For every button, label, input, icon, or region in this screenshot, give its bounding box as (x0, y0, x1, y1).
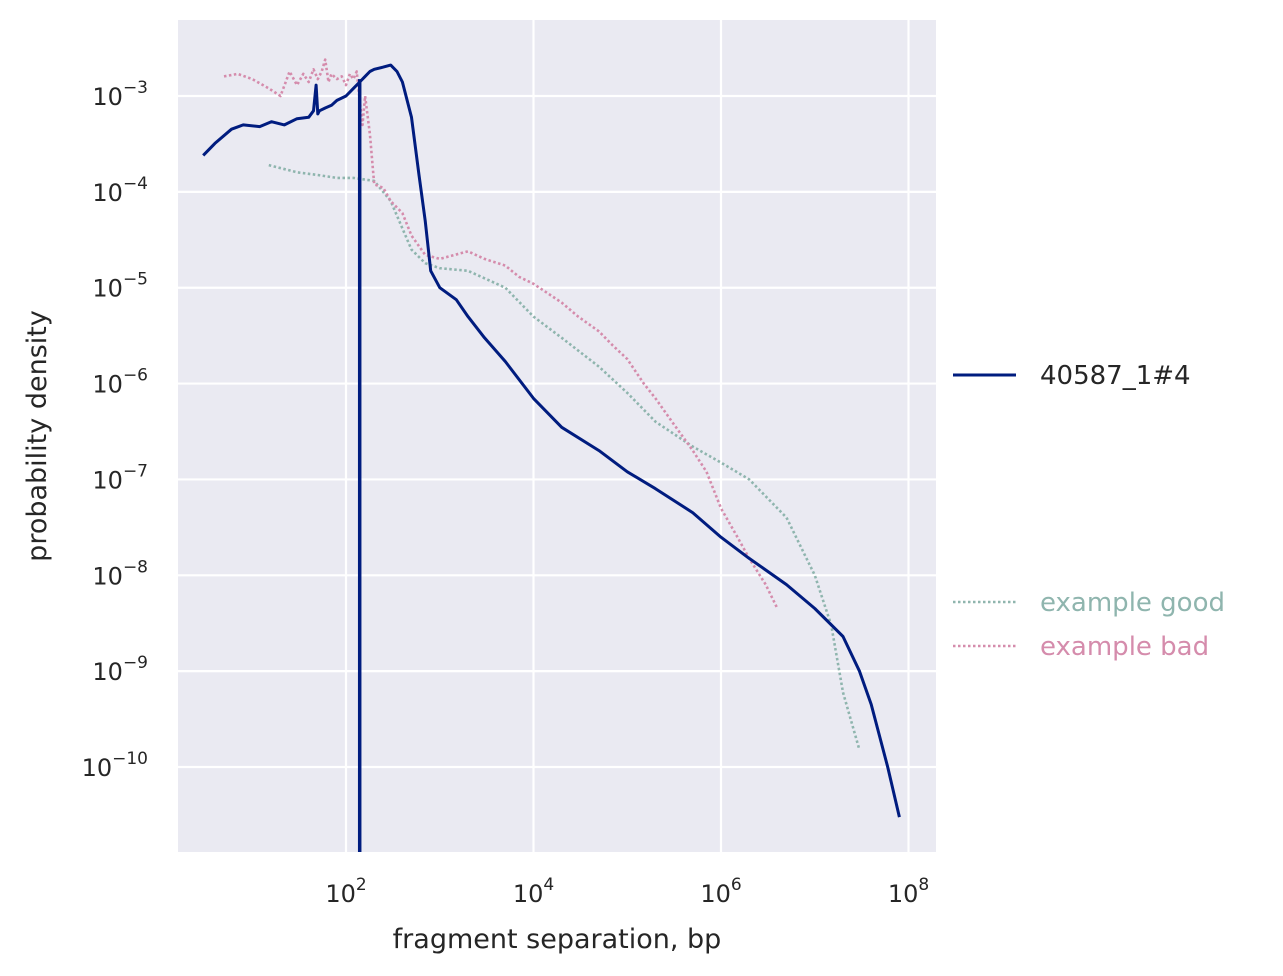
y-tick-label: 10−4 (92, 174, 148, 207)
x-tick-label: 108 (888, 875, 929, 908)
y-tick-label: 10−3 (92, 78, 148, 111)
y-tick-labels: 10−3 10−4 10−5 10−6 10−7 10−8 10−9 10−10 (82, 78, 148, 782)
y-axis-label: probability density (22, 310, 53, 562)
plot-background (178, 20, 936, 852)
y-tick-label: 10−9 (92, 653, 148, 686)
x-tick-labels: 102 104 106 108 (325, 875, 929, 908)
x-tick-label: 102 (325, 875, 366, 908)
series-line-example-bad (223, 58, 779, 610)
y-tick-label: 10−7 (92, 461, 148, 494)
y-tick-label: 10−8 (92, 557, 148, 590)
y-tick-label: 10−10 (82, 749, 148, 782)
legend-label-40587-1-4: 40587_1#4 (1040, 361, 1191, 391)
legend-label-example-good: example good (1040, 588, 1225, 618)
x-tick-label: 106 (700, 875, 741, 908)
x-axis-label: fragment separation, bp (393, 924, 722, 955)
x-tick-label: 104 (513, 875, 554, 908)
series-lines (202, 58, 901, 852)
series-line-example-good (268, 163, 861, 751)
legend-label-example-bad: example bad (1040, 632, 1209, 662)
grid (178, 20, 936, 852)
series-line-40587-1-4 (202, 63, 901, 818)
y-tick-label: 10−6 (92, 366, 148, 399)
y-tick-label: 10−5 (92, 270, 148, 303)
